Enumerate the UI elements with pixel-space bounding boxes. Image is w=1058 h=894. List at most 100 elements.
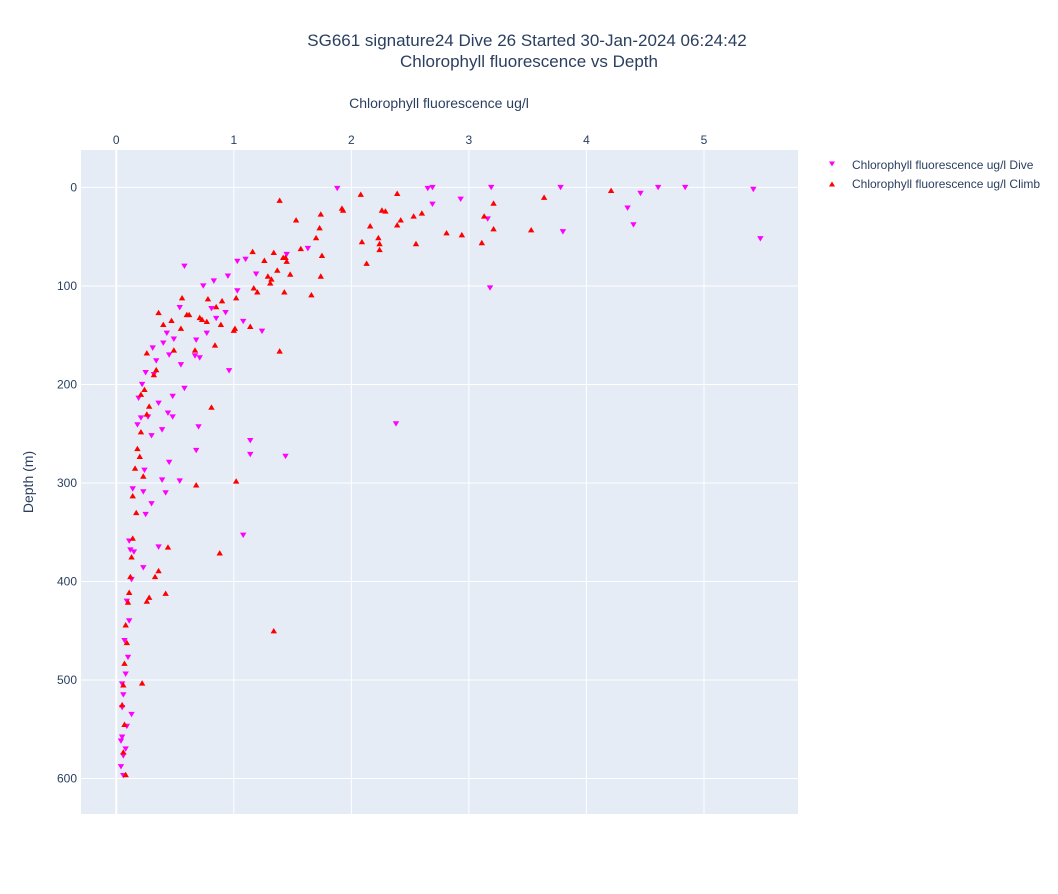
data-point — [160, 321, 167, 327]
data-point — [378, 207, 386, 213]
data-point — [252, 271, 260, 277]
data-point — [270, 627, 277, 634]
data-point — [181, 263, 188, 270]
legend-label-climb: Chlorophyll fluorescence ug/l Climb — [852, 177, 1040, 191]
data-point — [127, 547, 134, 553]
data-point — [165, 352, 173, 358]
data-point — [129, 486, 136, 492]
data-point — [145, 594, 153, 600]
data-point — [177, 325, 185, 331]
data-point — [247, 323, 254, 329]
data-point — [258, 328, 266, 335]
legend[interactable]: Chlorophyll fluorescence ug/l Dive Chlor… — [829, 158, 1040, 191]
data-point — [191, 347, 199, 353]
data-point — [654, 184, 662, 191]
data-point — [393, 222, 401, 228]
data-point — [458, 231, 466, 238]
chart-titles: SG661 signature24 Dive 26 Started 30-Jan… — [307, 31, 746, 71]
data-point — [429, 201, 436, 207]
data-point — [169, 393, 176, 400]
data-point — [393, 190, 401, 196]
data-point — [203, 330, 210, 337]
data-point — [128, 711, 135, 718]
data-point — [198, 316, 206, 323]
data-point — [176, 305, 183, 311]
data-point — [141, 467, 148, 473]
data-points — [117, 184, 764, 779]
data-point — [191, 353, 199, 359]
data-point — [121, 660, 128, 666]
data-point — [138, 381, 146, 388]
data-point — [292, 217, 300, 223]
data-point — [165, 459, 173, 466]
data-point — [397, 217, 404, 223]
data-point — [412, 240, 420, 247]
data-point — [155, 544, 162, 550]
data-point — [270, 249, 277, 256]
data-point — [211, 342, 219, 348]
data-point — [490, 200, 497, 206]
data-point — [143, 350, 151, 356]
chart-subtitle: Chlorophyll fluorescence vs Depth — [400, 52, 658, 71]
x-tick-label: 4 — [583, 133, 590, 147]
data-point — [247, 451, 254, 458]
data-point — [177, 362, 185, 368]
data-point — [316, 225, 323, 231]
data-point — [282, 453, 289, 460]
data-point — [153, 366, 160, 373]
data-point — [607, 187, 615, 193]
data-point — [125, 618, 133, 624]
data-point — [274, 267, 281, 273]
data-point — [192, 482, 200, 488]
data-point — [192, 337, 200, 343]
data-point — [757, 236, 764, 242]
data-point — [168, 317, 175, 324]
data-point — [196, 355, 203, 361]
data-point — [200, 283, 207, 289]
data-point — [160, 340, 167, 346]
data-point — [240, 318, 247, 325]
data-point — [283, 258, 290, 264]
legend-label-dive: Chlorophyll fluorescence ug/l Dive — [852, 158, 1034, 172]
data-point — [559, 229, 567, 235]
data-point — [129, 492, 136, 499]
series-dive — [117, 184, 764, 779]
data-point — [120, 753, 127, 759]
data-point — [304, 245, 312, 252]
data-point — [249, 248, 256, 255]
data-point — [169, 414, 176, 420]
data-point — [317, 211, 324, 217]
data-point — [141, 386, 148, 392]
data-point — [129, 535, 136, 541]
data-point — [276, 197, 283, 203]
data-point — [181, 385, 188, 392]
data-point — [212, 315, 220, 322]
data-point — [254, 289, 261, 295]
data-point — [122, 622, 129, 628]
y-tick-label: 300 — [57, 476, 77, 490]
data-point — [276, 348, 283, 354]
data-point — [424, 185, 431, 192]
data-point — [118, 701, 126, 708]
data-point — [282, 254, 289, 260]
data-point — [681, 184, 689, 191]
data-point — [183, 311, 190, 318]
data-point — [162, 490, 169, 496]
data-point — [250, 285, 257, 291]
data-point — [122, 746, 129, 752]
data-point — [127, 573, 134, 580]
x-tick-label: 5 — [701, 133, 708, 147]
data-point — [217, 321, 225, 327]
data-point — [164, 544, 172, 550]
data-point — [128, 554, 135, 560]
data-point — [164, 410, 172, 416]
legend-item-climb[interactable]: Chlorophyll fluorescence ug/l Climb — [829, 177, 1040, 191]
legend-item-dive[interactable]: Chlorophyll fluorescence ug/l Dive — [829, 158, 1034, 172]
data-point — [410, 213, 417, 219]
data-point — [158, 427, 166, 433]
y-tick-label: 400 — [57, 575, 77, 589]
data-point — [478, 239, 486, 246]
data-point — [148, 433, 155, 439]
data-point — [429, 184, 436, 191]
